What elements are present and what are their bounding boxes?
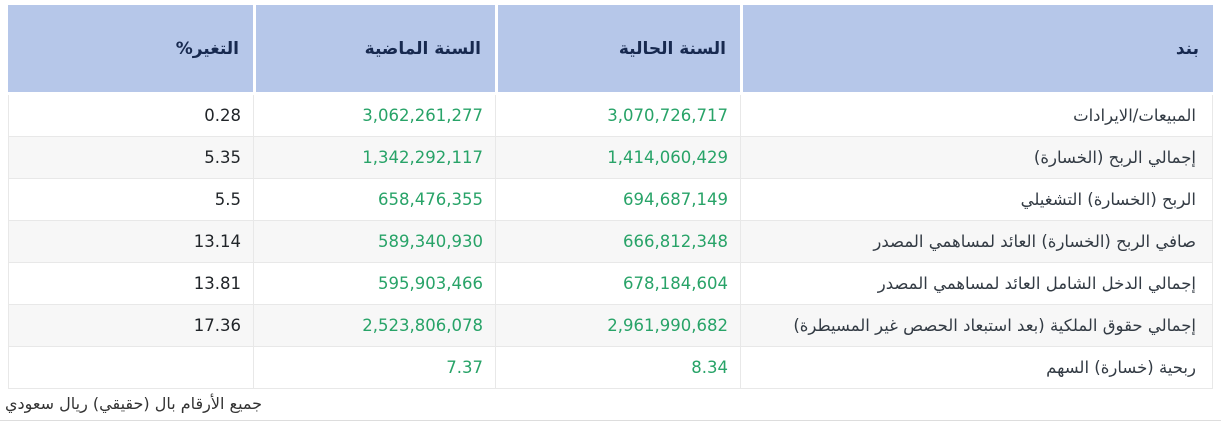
- item-label: إجمالي الربح (الخسارة): [740, 137, 1213, 179]
- table-row: صافي الربح (الخسارة) العائد لمساهمي المص…: [8, 221, 1213, 263]
- financial-comparison-table: بند السنة الحالية السنة الماضية التغير% …: [8, 5, 1213, 389]
- table-row: ربحية (خسارة) السهم 8.34 7.37: [8, 347, 1213, 389]
- item-label: الربح (الخسارة) التشغيلي: [740, 179, 1213, 221]
- change-value: 5.35: [8, 137, 253, 179]
- table-row: إجمالي الربح (الخسارة) 1,414,060,429 1,3…: [8, 137, 1213, 179]
- header-previous-year: السنة الماضية: [253, 5, 495, 95]
- current-value: 8.34: [495, 347, 740, 389]
- current-value: 666,812,348: [495, 221, 740, 263]
- change-value: 13.14: [8, 221, 253, 263]
- change-value: [8, 347, 253, 389]
- table-body: المبيعات/الايرادات 3,070,726,717 3,062,2…: [8, 95, 1213, 389]
- table-container: بند السنة الحالية السنة الماضية التغير% …: [8, 5, 1213, 389]
- change-value: 5.5: [8, 179, 253, 221]
- previous-value: 2,523,806,078: [253, 305, 495, 347]
- change-value: 13.81: [8, 263, 253, 305]
- table-row: إجمالي الدخل الشامل العائد لمساهمي المصد…: [8, 263, 1213, 305]
- item-label: إجمالي حقوق الملكية (بعد استبعاد الحصص غ…: [740, 305, 1213, 347]
- previous-value: 1,342,292,117: [253, 137, 495, 179]
- previous-value: 7.37: [253, 347, 495, 389]
- currency-footnote: جميع الأرقام بال (حقيقي) ريال سعودي: [5, 394, 263, 413]
- previous-value: 595,903,466: [253, 263, 495, 305]
- table-header: بند السنة الحالية السنة الماضية التغير%: [8, 5, 1213, 95]
- current-value: 3,070,726,717: [495, 95, 740, 137]
- item-label: إجمالي الدخل الشامل العائد لمساهمي المصد…: [740, 263, 1213, 305]
- current-value: 2,961,990,682: [495, 305, 740, 347]
- table-row: الربح (الخسارة) التشغيلي 694,687,149 658…: [8, 179, 1213, 221]
- current-value: 694,687,149: [495, 179, 740, 221]
- table-row: إجمالي حقوق الملكية (بعد استبعاد الحصص غ…: [8, 305, 1213, 347]
- header-current-year: السنة الحالية: [495, 5, 740, 95]
- bottom-divider: [0, 420, 1221, 421]
- previous-value: 3,062,261,277: [253, 95, 495, 137]
- header-row: بند السنة الحالية السنة الماضية التغير%: [8, 5, 1213, 95]
- item-label: صافي الربح (الخسارة) العائد لمساهمي المص…: [740, 221, 1213, 263]
- change-value: 17.36: [8, 305, 253, 347]
- current-value: 678,184,604: [495, 263, 740, 305]
- table-row: المبيعات/الايرادات 3,070,726,717 3,062,2…: [8, 95, 1213, 137]
- previous-value: 589,340,930: [253, 221, 495, 263]
- item-label: المبيعات/الايرادات: [740, 95, 1213, 137]
- current-value: 1,414,060,429: [495, 137, 740, 179]
- header-change-pct: التغير%: [8, 5, 253, 95]
- previous-value: 658,476,355: [253, 179, 495, 221]
- header-item: بند: [740, 5, 1213, 95]
- change-value: 0.28: [8, 95, 253, 137]
- item-label: ربحية (خسارة) السهم: [740, 347, 1213, 389]
